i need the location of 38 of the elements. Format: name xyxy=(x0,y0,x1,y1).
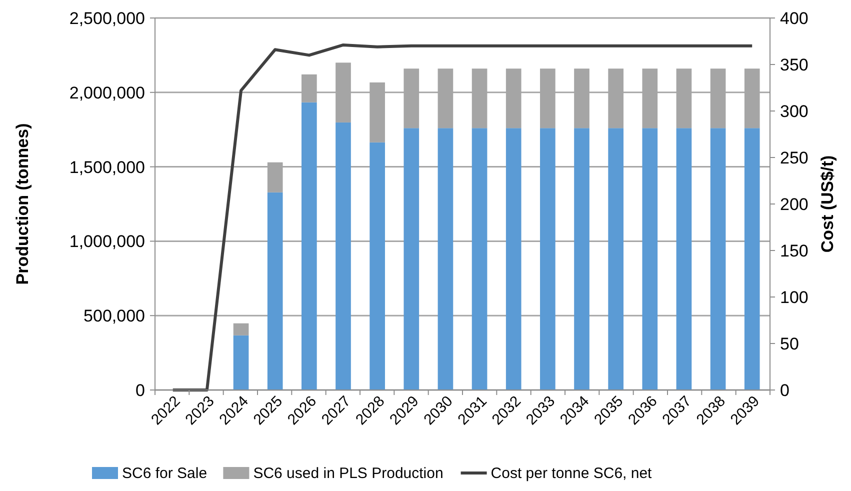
line-series xyxy=(171,43,754,392)
bar xyxy=(540,128,556,390)
bar xyxy=(233,335,249,390)
bar xyxy=(404,128,420,390)
legend-label: Cost per tonne SC6, net xyxy=(490,465,653,482)
bar xyxy=(233,323,249,336)
y2-tick-label: 50 xyxy=(780,334,799,354)
bar xyxy=(472,128,488,390)
bar xyxy=(302,102,317,390)
y2-tick-label: 200 xyxy=(780,195,808,214)
y-tick-label: 2,000,000 xyxy=(69,83,145,102)
y2-tick-label: 300 xyxy=(780,102,808,121)
y-tick-label: 0 xyxy=(136,381,145,400)
bar xyxy=(336,122,351,390)
bar xyxy=(744,128,760,390)
bar xyxy=(676,128,692,390)
y-tick-label: 1,000,000 xyxy=(69,232,145,252)
y2-axis-title: Cost (US$/t) xyxy=(818,155,837,253)
y-tick-label: 2,500,000 xyxy=(69,9,145,28)
y2-tick-label: 0 xyxy=(780,381,790,400)
y-tick-label: 1,500,000 xyxy=(69,158,145,177)
legend-label: SC6 for Sale xyxy=(122,465,208,482)
y2-tick-label: 350 xyxy=(780,56,808,74)
y-axis-title: Production (tonnes) xyxy=(13,123,32,285)
y2-tick-label: 250 xyxy=(780,148,808,168)
bar xyxy=(608,128,624,390)
bar xyxy=(438,128,454,390)
bar xyxy=(642,128,658,390)
y2-tick-label: 100 xyxy=(780,288,808,307)
legend-label: SC6 used in PLS Production xyxy=(253,465,444,482)
y-tick-label: 500,000 xyxy=(84,306,145,326)
y2-tick-label: 150 xyxy=(780,242,808,260)
bar xyxy=(574,128,590,390)
y2-tick-label: 400 xyxy=(780,9,808,28)
bar xyxy=(710,128,726,390)
bar xyxy=(370,142,385,390)
bar xyxy=(506,128,522,390)
bar xyxy=(267,192,283,390)
